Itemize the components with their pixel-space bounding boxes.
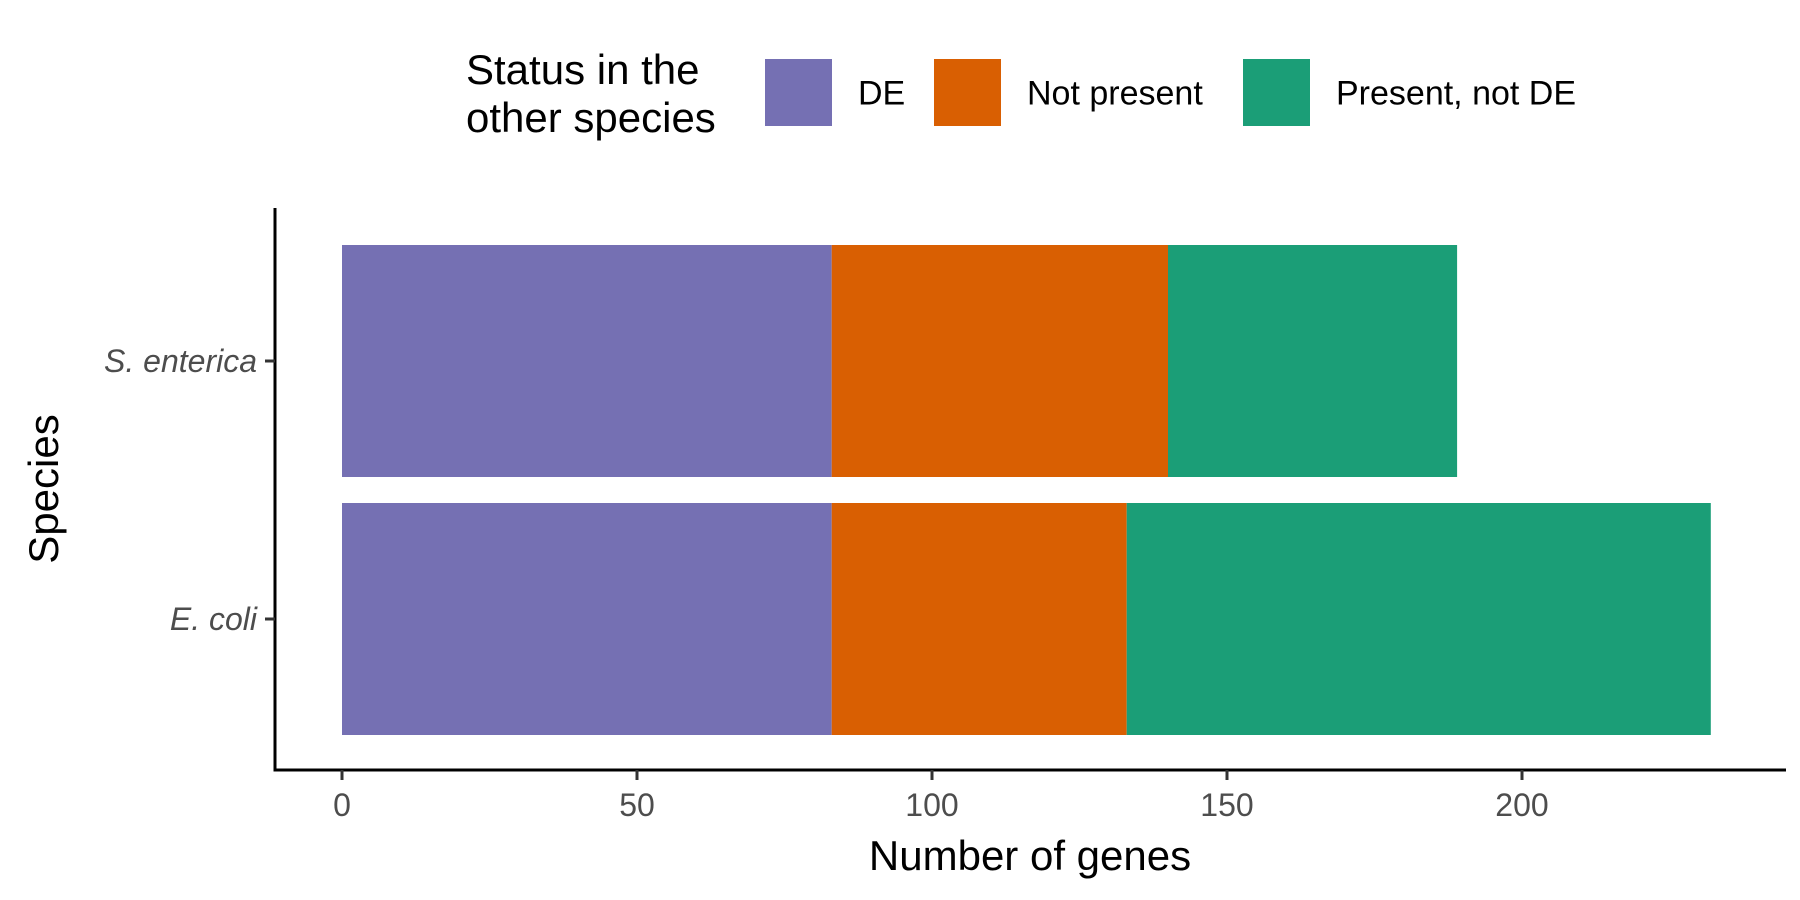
y-tick-label-e-coli: E. coli — [170, 601, 258, 637]
legend-label-present-not-de: Present, not DE — [1336, 75, 1576, 113]
y-ticks: S. enterica E. coli — [104, 343, 275, 637]
x-ticks: 0 50 100 150 200 — [333, 770, 1549, 823]
legend-title: Status in the other species — [466, 46, 716, 141]
x-tick-label-200: 200 — [1495, 787, 1548, 823]
x-tick-label-50: 50 — [619, 787, 655, 823]
legend-label-not-present: Not present — [1027, 75, 1203, 113]
y-tick-label-s-enterica: S. enterica — [104, 343, 257, 379]
legend-items: DE Not present Present, not DE — [765, 59, 1576, 126]
bar-e-coli-not-present — [831, 503, 1127, 735]
bar-s-enterica-de — [342, 245, 832, 477]
legend-key-not-present — [934, 59, 1001, 126]
legend-title-line-2: other species — [466, 94, 716, 141]
bars-group — [342, 245, 1711, 735]
bar-s-enterica-not-present — [831, 245, 1168, 477]
legend-key-present-not-de — [1243, 59, 1310, 126]
legend-key-de — [765, 59, 832, 126]
bar-e-coli-de — [342, 503, 832, 735]
legend-title-line-1: Status in the — [466, 46, 699, 93]
x-axis-title: Number of genes — [869, 832, 1191, 879]
x-tick-label-150: 150 — [1200, 787, 1253, 823]
legend: Status in the other species DE Not presen… — [466, 46, 1576, 141]
y-axis-title: Species — [20, 414, 67, 563]
x-tick-label-0: 0 — [333, 787, 351, 823]
bar-e-coli-present-not-de — [1126, 503, 1711, 735]
legend-label-de: DE — [858, 75, 905, 113]
bar-s-enterica-present-not-de — [1168, 245, 1458, 477]
x-tick-label-100: 100 — [905, 787, 958, 823]
